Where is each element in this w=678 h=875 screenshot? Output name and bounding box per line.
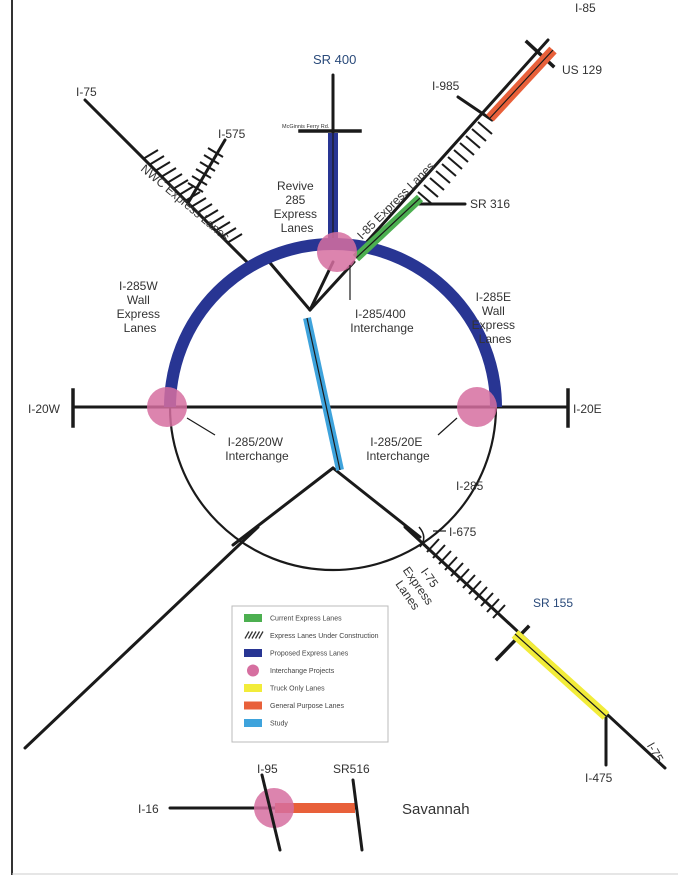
legend-swatch-general-purpose-lanes: [244, 701, 262, 710]
i75-nw-road: [83, 98, 250, 265]
legend-swatch-study: [244, 719, 262, 727]
label-i285: I-285: [456, 479, 484, 493]
sw-road: [23, 525, 260, 750]
legend-swatch-express-lanes-under-construction: [244, 631, 264, 639]
sw-spoke: [231, 466, 335, 547]
i285-20e-leader: [437, 417, 458, 436]
nw-connector: [263, 255, 312, 312]
nwc-construction-hatch: [142, 149, 243, 244]
i16-i95-interchange-marker: [254, 788, 294, 828]
legend-label-interchange-projects: Interchange Projects: [270, 668, 335, 675]
label-i575: I-575: [218, 127, 246, 141]
i85-construction-hatch: [417, 121, 493, 205]
i285-400-interchange-marker: [317, 232, 357, 272]
i85-current-centerline: [355, 197, 421, 259]
label-i85-express: I-85 Express Lanes: [354, 159, 437, 242]
i75-se-construction-hatch: [426, 538, 506, 619]
label-i16: I-16: [138, 802, 159, 816]
legend-label-general-purpose-lanes: General Purpose Lanes: [270, 703, 344, 710]
label-i75-nw: I-75: [76, 85, 97, 99]
label-i285w-wall: I-285W Wall Express Lanes: [117, 279, 164, 335]
sr516-road: [351, 778, 364, 852]
label-i985: I-985: [432, 79, 460, 93]
label-i20e: I-20E: [573, 402, 602, 416]
i75-truck-centerline: [514, 633, 607, 717]
i85-ne-road: [353, 38, 550, 257]
i285-20w-leader: [186, 417, 216, 436]
label-i475: I-475: [585, 771, 613, 785]
label-sr155: SR 155: [533, 596, 573, 610]
label-mcginnis: McGinnis Ferry Rd.: [282, 124, 330, 130]
label-i285-20e: I-285/20E Interchange: [366, 435, 430, 463]
study-centerline: [306, 317, 341, 471]
sr155-cap: [494, 624, 531, 662]
legend-swatch-interchange-projects: [247, 664, 259, 677]
i285-20e-interchange-marker: [457, 387, 497, 427]
legend-label-express-lanes-under-construction: Express Lanes Under Construction: [270, 633, 379, 640]
label-us129: US 129: [562, 63, 602, 77]
legend-label-study: Study: [270, 721, 288, 728]
legend-swatch-current-express-lanes: [244, 614, 262, 622]
legend-label-current-express-lanes: Current Express Lanes: [270, 616, 342, 623]
legend-swatch-truck-only-lanes: [244, 684, 262, 692]
se-spoke: [331, 466, 422, 539]
label-i20w: I-20W: [28, 402, 61, 416]
i985-road: [456, 95, 494, 122]
legend: Current Express Lanes Express Lanes Under…: [231, 605, 389, 743]
label-revive-285: Revive 285 Express Lanes: [274, 179, 321, 235]
label-i95: I-95: [257, 762, 278, 776]
i575-construction-hatch: [187, 147, 224, 193]
label-i285e-wall: I-285E Wall Express Lanes: [472, 290, 519, 346]
label-nwc-express: NWC Express Lanes: [138, 162, 232, 244]
label-i85: I-85: [575, 1, 596, 15]
i285-20w-interchange-marker: [147, 387, 187, 427]
label-sr516: SR516: [333, 762, 370, 776]
label-i285-400: I-285/400 Interchange: [350, 307, 414, 335]
i675-arc: [418, 526, 425, 548]
label-i675: I-675: [449, 525, 477, 539]
label-i285-20w: I-285/20W Interchange: [225, 435, 289, 463]
ne-connector: [308, 260, 356, 312]
legend-swatch-proposed-express-lanes: [244, 649, 262, 657]
label-sr316: SR 316: [470, 197, 510, 211]
i575-road: [186, 138, 227, 205]
legend-label-proposed-express-lanes: Proposed Express Lanes: [270, 651, 349, 658]
label-sr400: SR 400: [313, 52, 356, 67]
label-savannah: Savannah: [402, 801, 470, 818]
legend-label-truck-only-lanes: Truck Only Lanes: [270, 686, 325, 693]
us129-centerline: [489, 49, 554, 119]
label-i75-express: I-75 Express Lanes: [388, 556, 449, 618]
label-i75-se: I-75: [644, 740, 667, 765]
i95-road: [260, 773, 282, 852]
